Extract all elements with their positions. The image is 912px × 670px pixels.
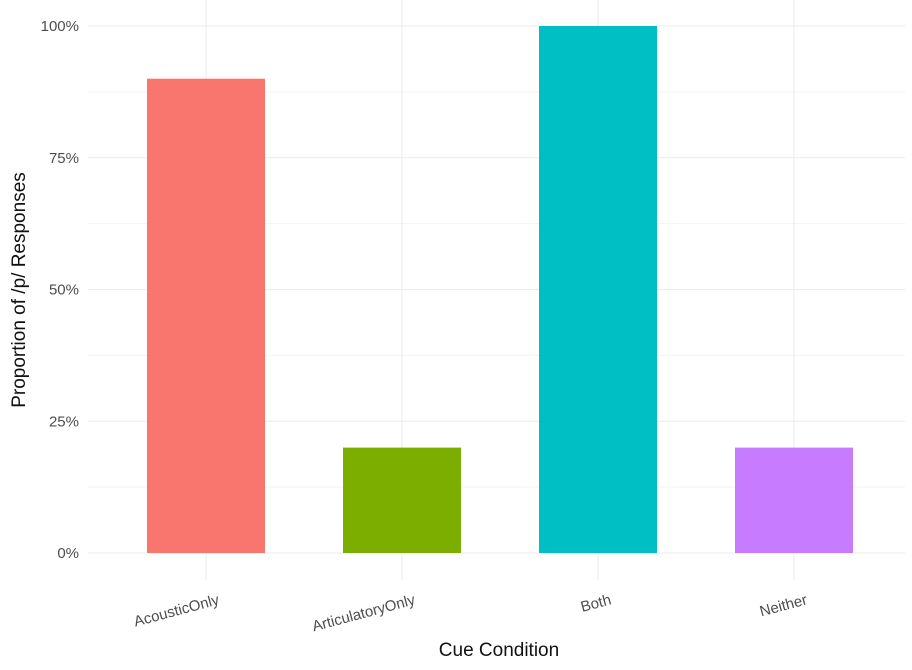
bar-articulatoryonly — [343, 447, 461, 553]
x-axis-ticks: AcousticOnly ArticulatoryOnly Both Neither — [132, 591, 809, 635]
x-axis-title: Cue Condition — [439, 640, 559, 661]
x-tick-label: Neither — [758, 591, 809, 620]
x-tick-label: ArticulatoryOnly — [310, 591, 417, 635]
y-tick-label: 75% — [49, 150, 79, 167]
y-tick-label: 25% — [49, 413, 79, 430]
y-axis-ticks: 0% 25% 50% 75% 100% — [41, 18, 79, 562]
bar-both — [539, 26, 657, 553]
x-tick-label: AcousticOnly — [132, 591, 221, 630]
y-tick-label: 0% — [57, 545, 79, 562]
bars — [147, 26, 853, 553]
y-tick-label: 100% — [41, 18, 79, 35]
bar-neither — [735, 447, 853, 553]
x-tick-label: Both — [579, 591, 613, 615]
bar-acousticonly — [147, 78, 265, 553]
y-axis-title: Proportion of /p/ Responses — [9, 172, 30, 408]
y-tick-label: 50% — [49, 282, 79, 299]
